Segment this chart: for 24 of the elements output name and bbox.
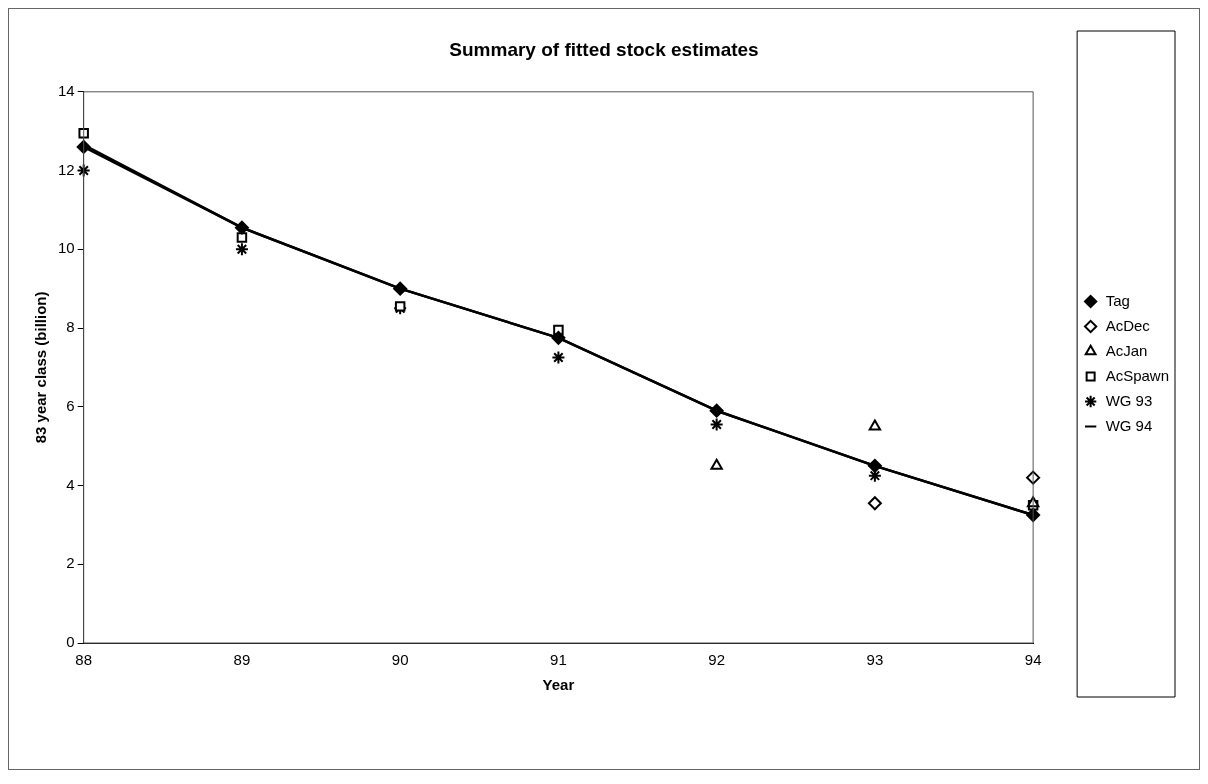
chart-title: Summary of fitted stock estimates bbox=[449, 38, 759, 60]
y-tick-label: 14 bbox=[58, 81, 75, 99]
legend-label: AcJan bbox=[1105, 341, 1148, 359]
x-axis-title: Year bbox=[542, 676, 575, 694]
y-tick-label: 10 bbox=[58, 239, 75, 257]
y-tick-label: 4 bbox=[66, 475, 75, 493]
y-tick-label: 8 bbox=[66, 318, 75, 336]
legend-label: Tag bbox=[1105, 291, 1130, 309]
x-tick-label: 88 bbox=[75, 651, 93, 669]
x-tick-label: 89 bbox=[233, 651, 251, 669]
x-tick-label: 92 bbox=[708, 651, 725, 669]
x-tick-label: 90 bbox=[391, 651, 409, 669]
x-tick-label: 91 bbox=[550, 651, 567, 669]
x-tick-label: 93 bbox=[866, 651, 884, 669]
legend-label: WG 94 bbox=[1105, 416, 1153, 434]
legend-label: AcDec bbox=[1105, 316, 1151, 334]
legend-label: WG 93 bbox=[1105, 391, 1153, 409]
y-tick-label: 0 bbox=[66, 633, 75, 651]
x-tick-label: 94 bbox=[1024, 651, 1042, 669]
legend-label: AcSpawn bbox=[1105, 366, 1170, 384]
y-tick-label: 12 bbox=[58, 160, 75, 178]
y-tick-label: 2 bbox=[66, 554, 75, 572]
y-axis-title: 83 year class (billion) bbox=[32, 291, 50, 444]
y-tick-label: 6 bbox=[66, 396, 75, 414]
